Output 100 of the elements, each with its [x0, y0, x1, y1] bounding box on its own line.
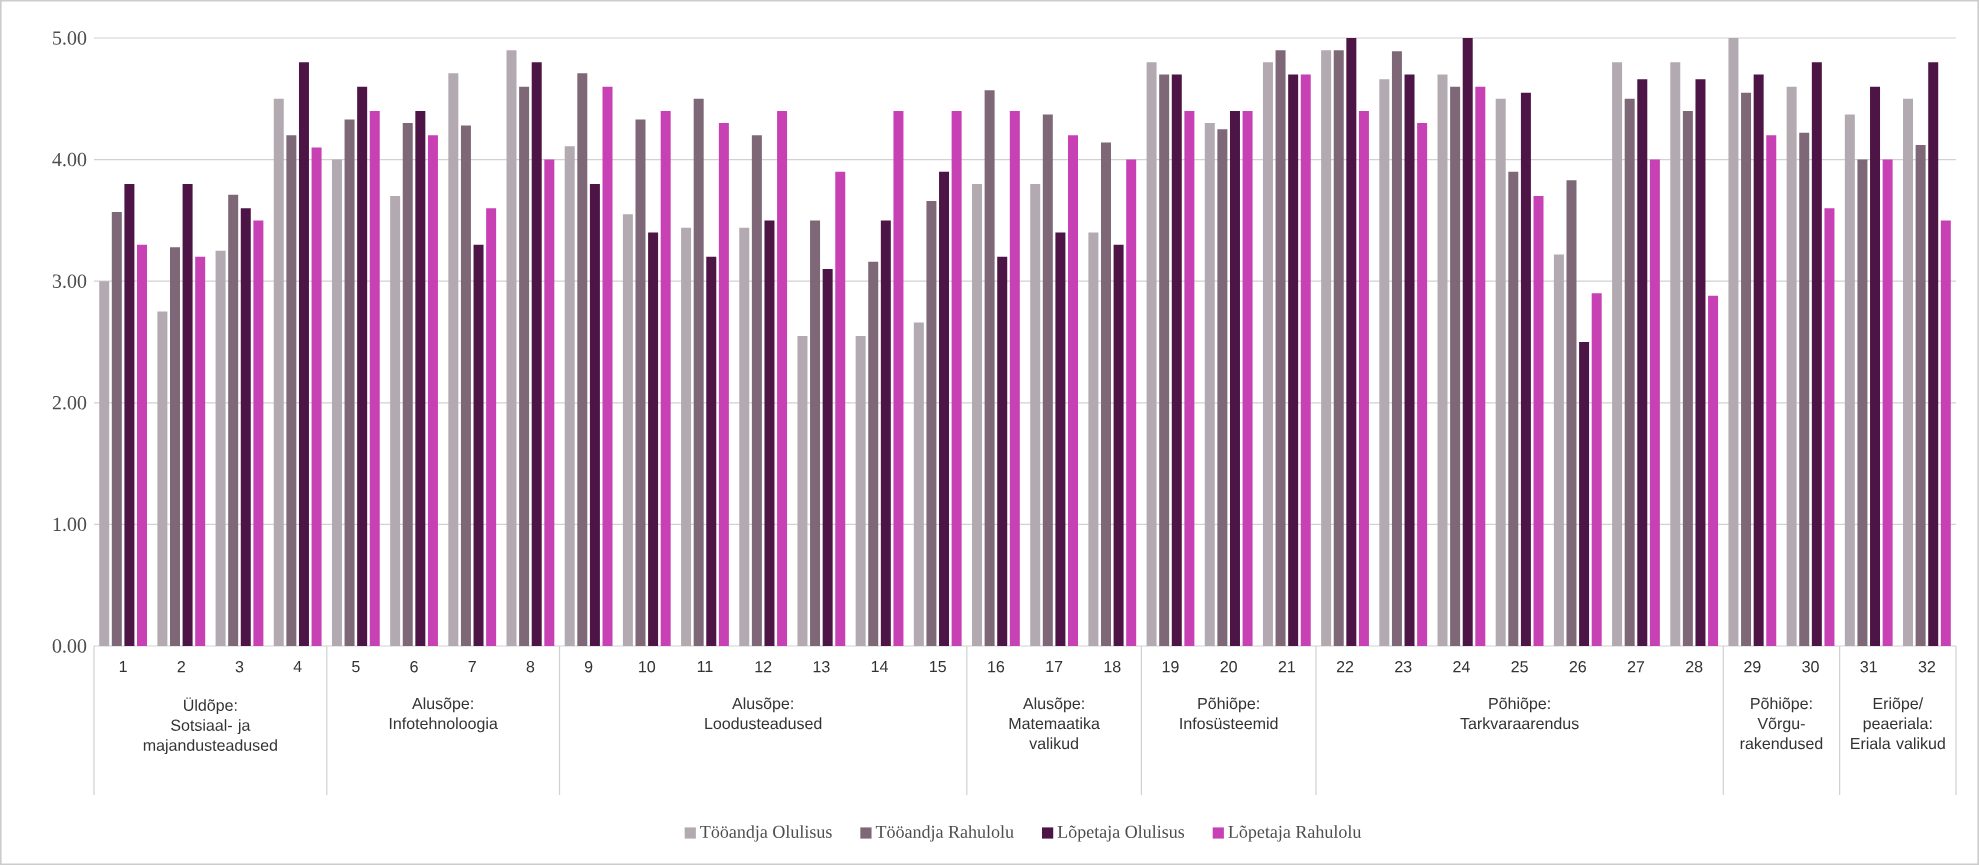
bar: [589, 183, 600, 646]
text: Üldõpe: Sotsiaal- ja majandusteadused: [143, 697, 277, 755]
x-tick-label: 29: [1744, 661, 1761, 673]
bar: [1450, 86, 1461, 646]
legend-label: Lõpetaja Rahulolu: [1228, 825, 1362, 842]
bar: [1275, 50, 1286, 646]
x-tick-label: 19: [1162, 661, 1179, 673]
bar: [868, 261, 879, 646]
bar: [1728, 37, 1739, 646]
bar: [486, 208, 497, 646]
bar: [1437, 74, 1448, 646]
x-tick-label: 18: [1104, 661, 1121, 673]
bar: [1741, 92, 1752, 646]
bar: [286, 135, 297, 646]
bar: [1475, 86, 1486, 646]
bar: [298, 62, 309, 646]
text: Põhiõpe: Võrgu-rakendused: [1740, 697, 1823, 750]
x-tick-label: 14: [871, 661, 888, 673]
x-tick-label: 30: [1802, 661, 1819, 673]
x-tick-label: 10: [639, 661, 656, 673]
bar: [1495, 98, 1506, 646]
x-tick-label: 1: [119, 661, 127, 673]
bar: [544, 159, 555, 646]
bar: [1903, 98, 1914, 646]
bar: [1262, 62, 1273, 646]
bar: [1579, 341, 1590, 646]
bar: [531, 62, 542, 646]
bar: [1229, 110, 1240, 646]
bar: [1288, 74, 1299, 646]
bar: [390, 196, 401, 646]
bar: [1637, 79, 1648, 646]
bar: [460, 125, 471, 646]
bar: [1159, 74, 1170, 646]
bar: [984, 90, 995, 646]
bar: [1404, 74, 1415, 646]
text: Eriõpe/ peaeriala: Eriala valikud: [1851, 697, 1945, 750]
bar: [1882, 159, 1893, 646]
bar: [1624, 98, 1635, 646]
bar: [1857, 159, 1868, 646]
bar: [215, 250, 226, 646]
bar: [681, 227, 692, 646]
bar: [273, 98, 284, 646]
bar: [1870, 86, 1881, 646]
bar: [1126, 159, 1137, 646]
text: Alusõpe: Matemaatika valikud: [1009, 697, 1100, 750]
x-tick-label: 2: [177, 661, 185, 673]
bar: [331, 159, 342, 646]
legend-label: Lõpetaja Olulisus: [1057, 825, 1185, 842]
x-tick-label: 20: [1220, 661, 1237, 673]
bar: [1612, 62, 1623, 646]
x-tick-label: 32: [1918, 661, 1936, 673]
bar: [1204, 123, 1215, 646]
x-tick-label: 12: [755, 661, 772, 673]
bar: [1184, 110, 1195, 646]
bar: [1462, 37, 1473, 646]
bar: [880, 220, 891, 646]
bar: [1766, 135, 1777, 646]
bar: [1333, 50, 1344, 646]
bar: [1417, 123, 1428, 646]
x-tick-label: 22: [1336, 661, 1354, 673]
bar: [1146, 62, 1157, 646]
bar: [253, 220, 264, 646]
bar: [1670, 62, 1681, 646]
bar: [1030, 183, 1041, 646]
bar: [972, 183, 983, 646]
bar: [1520, 92, 1531, 646]
bar: [1088, 232, 1099, 646]
bar: [1300, 74, 1311, 646]
bar: [1508, 171, 1519, 646]
bar: [1928, 62, 1939, 646]
y-tick-label: 3.00: [52, 274, 87, 288]
bar: [1915, 145, 1926, 646]
x-tick-label: 27: [1627, 661, 1645, 673]
bar: [706, 256, 717, 646]
legend-label: Tööandja Olulisus: [700, 825, 832, 842]
bar: [739, 227, 750, 646]
bar: [751, 135, 762, 646]
bar: [506, 50, 517, 646]
bar: [1533, 196, 1544, 646]
bar: [415, 110, 426, 646]
y-tick-label: 1.00: [53, 517, 87, 532]
bar: [1358, 110, 1369, 646]
y-tick-label: 0.00: [52, 639, 87, 653]
bar: [1553, 254, 1564, 646]
bar: [182, 183, 193, 646]
x-tick-label: 26: [1569, 661, 1586, 673]
x-tick-label: 24: [1453, 661, 1470, 673]
bar: [997, 256, 1008, 646]
bar: [473, 244, 484, 646]
bar: [810, 220, 821, 646]
bar: [1217, 129, 1228, 646]
bar: [1695, 79, 1706, 646]
bar: [369, 110, 380, 646]
x-tick-label: 11: [697, 661, 713, 673]
y-tick-label: 2.00: [52, 396, 87, 410]
bar: [1591, 293, 1602, 646]
x-tick-label: 28: [1686, 661, 1703, 673]
bar: [1811, 62, 1822, 646]
bar: [157, 311, 168, 646]
bar: [1844, 114, 1855, 646]
